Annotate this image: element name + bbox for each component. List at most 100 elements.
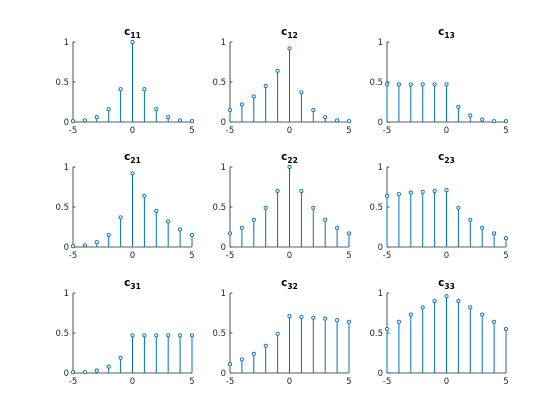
- stem-marker: [323, 217, 328, 222]
- x-tick-label: 5: [346, 126, 351, 136]
- stem-marker: [432, 82, 437, 87]
- stem-marker: [166, 219, 171, 224]
- y-tick-label: 1: [378, 289, 383, 299]
- subplot-title: c33: [438, 277, 455, 291]
- stem-marker: [118, 215, 123, 220]
- stem-marker: [106, 232, 111, 238]
- subplot-title: c11: [124, 26, 141, 40]
- x-tick-label: -5: [226, 251, 234, 261]
- stem-marker: [299, 188, 304, 194]
- x-tick-label: 0: [287, 377, 292, 387]
- y-tick-label: 0.5: [369, 203, 383, 213]
- y-tick-label: 1: [64, 163, 69, 173]
- stem-marker: [480, 117, 485, 122]
- x-tick-label: 0: [444, 377, 449, 387]
- y-tick-label: 1: [221, 163, 226, 173]
- y-tick-label: 0: [64, 118, 69, 128]
- y-tick-label: 0: [64, 369, 69, 379]
- stem-marker: [251, 217, 256, 222]
- stem-marker: [346, 319, 352, 324]
- stem-marker: [396, 192, 401, 197]
- stem-marker: [468, 113, 473, 118]
- subplot-title: c21: [124, 151, 141, 165]
- y-tick-label: 0: [221, 243, 226, 253]
- x-tick-label: -5: [383, 251, 391, 261]
- stem-marker: [130, 333, 135, 338]
- stem-marker: [335, 225, 340, 230]
- stem-marker: [468, 305, 473, 310]
- stem-marker: [227, 231, 233, 236]
- subplot-c13: c13 00.51-5 0 5: [369, 26, 508, 136]
- stem-marker: [346, 119, 352, 124]
- subplot-c31: c31 00.51-5 0 5: [55, 277, 194, 387]
- stem-marker: [106, 364, 111, 369]
- stem-marker: [82, 118, 87, 123]
- stem-marker: [384, 193, 390, 198]
- subplot-c11: c11 00.51-5 0 5: [55, 26, 194, 136]
- x-tick-label: 0: [287, 126, 292, 136]
- subplot-c32: c32 00.51-5 0 5: [212, 277, 351, 387]
- stem-marker: [239, 102, 244, 107]
- y-tick-label: 1: [221, 38, 226, 48]
- y-tick-label: 0.5: [212, 78, 226, 88]
- stem-marker: [492, 319, 497, 324]
- stem-marker: [299, 90, 304, 95]
- y-tick-label: 0.5: [369, 78, 383, 88]
- stem-marker: [154, 208, 159, 214]
- stem-marker: [263, 343, 268, 348]
- stem-marker: [154, 107, 159, 112]
- stem-marker: [396, 82, 401, 87]
- stem-marker: [346, 231, 352, 236]
- stem-marker: [82, 370, 87, 375]
- y-tick-label: 0.5: [212, 203, 226, 213]
- stem-marker: [82, 243, 87, 248]
- stem-marker: [420, 82, 425, 87]
- stem-marker: [287, 164, 292, 170]
- stem-marker: [227, 107, 233, 113]
- x-tick-label: -5: [69, 126, 77, 136]
- stem-marker: [432, 298, 437, 304]
- x-tick-label: 0: [130, 126, 135, 136]
- stem-marker: [311, 107, 316, 113]
- stem-marker: [142, 333, 147, 338]
- y-tick-label: 0: [378, 118, 383, 128]
- x-tick-label: 5: [346, 251, 351, 261]
- stem-marker: [70, 244, 76, 249]
- stem-marker: [130, 39, 135, 45]
- y-tick-label: 0.5: [212, 329, 226, 339]
- subplot-title: c23: [438, 151, 455, 165]
- stem-marker: [420, 305, 425, 310]
- stem-marker: [275, 68, 280, 73]
- stem-marker: [166, 333, 171, 338]
- stem-marker: [94, 115, 99, 120]
- y-tick-label: 1: [378, 163, 383, 173]
- stem-marker: [154, 333, 159, 338]
- x-tick-label: 5: [503, 251, 508, 261]
- stem-marker: [432, 188, 437, 194]
- stem-marker: [142, 87, 147, 92]
- x-tick-label: -5: [383, 126, 391, 136]
- x-tick-label: 5: [503, 126, 508, 136]
- y-tick-label: 0.5: [55, 78, 69, 88]
- stem-marker: [263, 205, 268, 210]
- stem-marker: [456, 298, 461, 304]
- stem-marker: [456, 104, 461, 109]
- y-tick-label: 1: [221, 289, 226, 299]
- y-tick-label: 1: [378, 38, 383, 48]
- stem-marker: [94, 240, 99, 245]
- y-tick-label: 0: [221, 369, 226, 379]
- subplot-c23: c23 00.51-5 0 5: [369, 151, 508, 261]
- stem-marker: [142, 193, 147, 198]
- stem-marker: [444, 188, 449, 193]
- x-tick-label: -5: [383, 377, 391, 387]
- subplot-title: c31: [124, 277, 141, 291]
- stem-marker: [166, 115, 171, 120]
- subplot-title: c32: [281, 277, 298, 291]
- stem-marker: [299, 314, 304, 320]
- stem-marker: [323, 115, 328, 120]
- x-tick-label: 0: [444, 251, 449, 261]
- x-tick-label: -5: [226, 126, 234, 136]
- stem-marker: [70, 119, 76, 124]
- stem-marker: [444, 82, 449, 87]
- stem-marker: [384, 326, 390, 332]
